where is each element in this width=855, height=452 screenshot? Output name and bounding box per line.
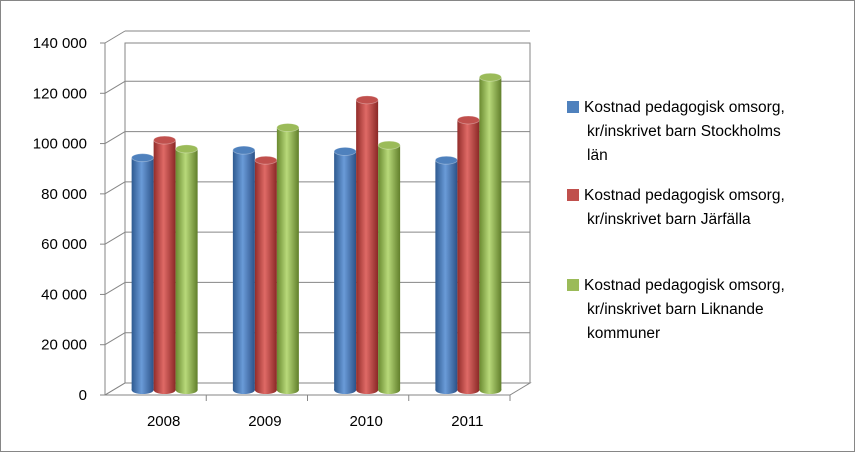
side-wall-line xyxy=(104,231,126,245)
x-tick-label: 2010 xyxy=(349,413,382,430)
y-tick-label: 100 000 xyxy=(33,136,87,153)
y-tick-label: 0 xyxy=(79,387,87,404)
legend-label: Kostnad pedagogisk omsorg, xyxy=(584,277,785,294)
legend-label: Kostnad pedagogisk omsorg, xyxy=(584,99,785,116)
legend-entry: Kostnad pedagogisk omsorg, kr/inskrivet b… xyxy=(567,187,785,228)
legend-swatch xyxy=(567,189,579,201)
bar xyxy=(434,155,458,394)
bar xyxy=(131,153,155,394)
y-tick-label: 140 000 xyxy=(33,35,87,52)
bar xyxy=(355,95,379,394)
bar xyxy=(175,144,199,394)
legend-label: län xyxy=(587,147,608,164)
bar xyxy=(333,146,357,394)
x-tick-label: 2009 xyxy=(248,413,281,430)
legend-label: Kostnad pedagogisk omsorg, xyxy=(584,187,785,204)
legend-label: kr/inskrivet barn Liknande xyxy=(587,301,764,318)
y-tick-label: 40 000 xyxy=(41,286,87,303)
legend-swatch xyxy=(567,101,579,113)
y-axis-ticks: 0 20 000 40 000 60 000 80 000 100 000 120 000 1… xyxy=(33,35,105,404)
bar xyxy=(478,72,502,394)
bar xyxy=(276,123,300,394)
side-wall-line xyxy=(104,131,126,145)
y-tick-label: 60 000 xyxy=(41,236,87,253)
legend-entry: Kostnad pedagogisk omsorg, kr/inskrivet b… xyxy=(567,99,785,164)
legend-label: kommuner xyxy=(587,325,660,342)
legend-swatch xyxy=(567,279,579,291)
bar xyxy=(232,145,256,394)
legend-label: kr/inskrivet barn Järfälla xyxy=(587,211,751,228)
side-wall-line xyxy=(104,332,126,346)
bar xyxy=(377,140,401,394)
x-tick-label: 2011 xyxy=(451,413,483,430)
side-wall-line xyxy=(104,181,126,195)
side-wall-line xyxy=(104,281,126,295)
bar xyxy=(456,115,480,394)
legend: Kostnad pedagogisk omsorg, kr/inskrivet b… xyxy=(567,99,785,342)
legend-label: kr/inskrivet barn Stockholms xyxy=(587,123,781,140)
x-tick-label: 2008 xyxy=(147,413,180,430)
legend-entry: Kostnad pedagogisk omsorg, kr/inskrivet b… xyxy=(567,277,785,342)
side-wall-line xyxy=(104,80,126,94)
y-tick-label: 120 000 xyxy=(33,85,87,102)
side-wall-line xyxy=(104,382,126,396)
x-axis-ticks: 2008 2009 2010 2011 xyxy=(147,395,511,430)
side-wall-line xyxy=(104,30,126,44)
y-tick-label: 20 000 xyxy=(41,337,87,354)
bar xyxy=(153,135,177,394)
bar xyxy=(254,155,278,394)
y-tick-label: 80 000 xyxy=(41,186,87,203)
bars xyxy=(131,72,502,394)
